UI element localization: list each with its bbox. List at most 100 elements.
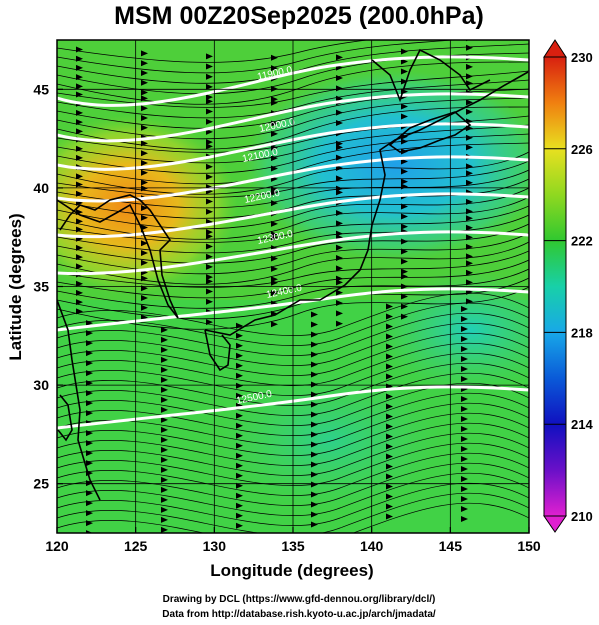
streamline — [57, 115, 529, 153]
wind-arrow — [311, 391, 318, 398]
wind-arrow — [141, 114, 148, 121]
wind-arrow — [401, 313, 408, 320]
wind-arrow — [461, 375, 468, 382]
wind-arrow — [76, 91, 83, 98]
wind-arrow — [206, 63, 213, 70]
streamline — [57, 259, 529, 299]
y-tick-label: 35 — [33, 279, 49, 295]
wind-arrow — [161, 406, 168, 413]
wind-arrow — [401, 273, 408, 280]
wind-arrow — [336, 109, 343, 116]
streamline — [57, 40, 371, 63]
wind-arrow — [141, 204, 148, 211]
wind-arrow — [206, 233, 213, 240]
wind-arrow — [466, 134, 473, 141]
wind-arrow — [466, 260, 473, 267]
wind-arrow — [311, 441, 318, 448]
wind-arrow — [386, 323, 393, 330]
streamline — [57, 342, 529, 386]
coastline — [204, 71, 529, 336]
wind-arrow — [466, 215, 473, 222]
streamline — [57, 482, 529, 526]
wind-arrow — [386, 373, 393, 380]
wind-arrow — [386, 313, 393, 320]
wind-arrow — [271, 265, 278, 272]
wind-arrow — [76, 145, 83, 152]
wind-arrow — [76, 263, 83, 270]
wind-arrow — [141, 185, 148, 192]
wind-arrow — [386, 503, 393, 510]
wind-arrow — [236, 442, 243, 449]
credit-data: Data from http://database.rish.kyoto-u.a… — [162, 609, 436, 620]
coastline — [57, 299, 101, 501]
wind-arrow — [271, 279, 278, 286]
wind-arrow — [161, 456, 168, 463]
wind-arrow — [236, 412, 243, 419]
wind-arrow — [466, 224, 473, 231]
wind-arrow — [76, 226, 83, 233]
streamline — [57, 502, 529, 533]
coastline — [204, 329, 231, 372]
wind-arrow — [461, 425, 468, 432]
wind-arrow — [236, 502, 243, 509]
wind-arrow — [206, 94, 213, 101]
coastline — [388, 111, 472, 153]
colorbar-top-arrow — [543, 39, 567, 58]
colorbar-tick-label: 226 — [571, 142, 593, 157]
wind-arrow — [466, 234, 473, 241]
wind-arrow — [76, 299, 83, 306]
wind-arrow — [206, 108, 213, 115]
streamline — [57, 462, 529, 506]
wind-arrow — [386, 423, 393, 430]
wind-arrow — [141, 89, 148, 96]
wind-arrow — [461, 515, 468, 522]
wind-arrow — [311, 491, 318, 498]
wind-arrow — [461, 455, 468, 462]
wind-arrow — [401, 68, 408, 75]
coastlines — [57, 48, 529, 501]
wind-arrow — [311, 331, 318, 338]
wind-arrow — [161, 476, 168, 483]
wind-arrow — [401, 268, 408, 275]
wind-arrow — [466, 163, 473, 170]
wind-arrow — [311, 461, 318, 468]
wind-arrow — [461, 485, 468, 492]
credit-drawing: Drawing by DCL (https://www.gfd-dennou.o… — [163, 594, 436, 605]
wind-arrow — [461, 465, 468, 472]
y-tick-label: 30 — [33, 377, 49, 393]
wind-arrow — [401, 238, 408, 245]
wind-arrow — [76, 173, 83, 180]
wind-arrow — [76, 64, 83, 71]
wind-arrow — [466, 279, 473, 286]
wind-arrow — [161, 376, 168, 383]
wind-arrow — [141, 50, 148, 57]
colorbar-tick-label: 210 — [571, 509, 593, 524]
wind-arrow — [466, 243, 473, 250]
wind-arrow — [271, 234, 278, 241]
wind-arrow — [386, 363, 393, 370]
wind-arrow — [141, 95, 148, 102]
wind-arrow — [236, 362, 243, 369]
streamline — [57, 241, 529, 285]
wind-arrow — [336, 54, 343, 61]
colorbar-tick-label: 218 — [571, 325, 593, 340]
wind-arrow — [401, 248, 408, 255]
streamline — [57, 422, 529, 466]
wind-arrow — [466, 80, 473, 87]
streamline — [57, 61, 529, 105]
wind-arrow — [141, 105, 148, 112]
wind-arrow — [401, 303, 408, 310]
streamline — [57, 133, 529, 174]
wind-arrow — [386, 493, 393, 500]
wind-arrow — [236, 332, 243, 339]
wind-arrow — [466, 179, 473, 186]
colorbar-tick-label: 222 — [571, 234, 593, 249]
wind-arrow — [161, 506, 168, 513]
wind-arrow — [236, 462, 243, 469]
coastline — [371, 48, 491, 103]
plot-area: 11900.012000.012100.012200.012300.012400… — [57, 40, 529, 533]
wind-arrow — [161, 346, 168, 353]
wind-arrow — [466, 144, 473, 151]
wind-arrow — [161, 356, 168, 363]
streamline — [57, 205, 529, 243]
